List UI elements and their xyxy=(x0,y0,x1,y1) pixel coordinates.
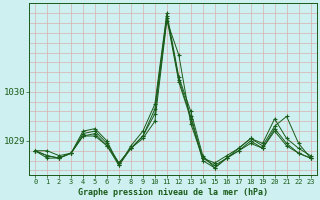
X-axis label: Graphe pression niveau de la mer (hPa): Graphe pression niveau de la mer (hPa) xyxy=(78,188,268,197)
